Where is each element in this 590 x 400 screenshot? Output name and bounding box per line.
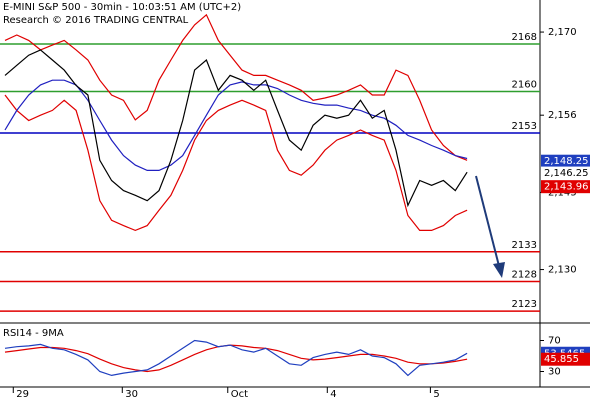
price-tag [541, 352, 590, 366]
price-tag [541, 166, 590, 180]
x-tick-label: Oct [231, 389, 248, 400]
level-label: 2123 [512, 299, 537, 310]
price-tag [541, 154, 590, 168]
y-tick-label: 2,170 [548, 27, 577, 38]
forecast-arrow [475, 175, 505, 278]
level-label: 2160 [512, 79, 537, 90]
series-line [4, 49, 468, 208]
series-line [4, 79, 468, 171]
x-tick-label: 30 [125, 389, 138, 400]
chart-title: E-MINI S&P 500 - 30min - 10:03:51 AM (UT… [3, 2, 241, 13]
level-label: 2153 [512, 121, 537, 132]
plot: 2,1702,1562,1432,13021682160215321332128… [0, 13, 590, 400]
y-tick-label: 2,130 [548, 265, 577, 276]
arrow-shaft [475, 175, 500, 267]
arrow-head [493, 262, 505, 278]
x-tick-label: 29 [16, 389, 29, 400]
y-tick-label: 30 [548, 367, 561, 378]
series-line [4, 339, 468, 377]
price-tag-label: 45.855 [544, 354, 579, 365]
series-line [4, 13, 468, 161]
level-label: 2133 [512, 240, 537, 251]
level-label: 2128 [512, 269, 537, 280]
x-tick-label: 4 [330, 389, 336, 400]
price-tag-label: 2,146.25 [544, 168, 589, 179]
price-tag [541, 180, 590, 194]
price-tag-label: 2,148.25 [544, 156, 589, 167]
series-line [4, 94, 468, 232]
rsi-title: RSI14 - 9MA [3, 328, 64, 339]
series-line [4, 344, 468, 373]
level-label: 2168 [512, 32, 537, 43]
y-tick-label: 2,156 [548, 110, 577, 121]
chart-subtitle: Research © 2016 TRADING CENTRAL [3, 15, 189, 26]
y-tick-label: 70 [548, 336, 561, 347]
x-tick-label: 5 [433, 389, 439, 400]
price-tag-label: 2,143.96 [544, 182, 589, 193]
